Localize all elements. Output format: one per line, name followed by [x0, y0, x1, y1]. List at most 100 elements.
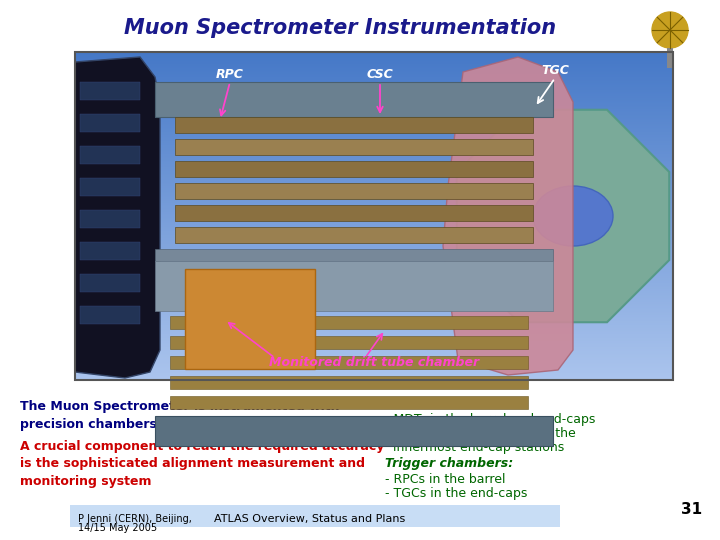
- Bar: [75, 300, 673, 301]
- Bar: [75, 258, 673, 259]
- Bar: [75, 297, 673, 298]
- Bar: [75, 331, 673, 332]
- Text: - TGCs in the end-caps: - TGCs in the end-caps: [385, 487, 527, 500]
- Bar: [170, 376, 528, 389]
- Bar: [75, 335, 673, 336]
- Bar: [75, 249, 673, 250]
- Bar: [75, 57, 673, 58]
- Bar: [75, 222, 673, 223]
- Bar: [75, 315, 673, 316]
- Bar: [75, 360, 673, 361]
- Bar: [75, 347, 673, 348]
- Text: RPC: RPC: [216, 68, 244, 80]
- Bar: [75, 295, 673, 296]
- Bar: [75, 140, 673, 141]
- Bar: [75, 363, 673, 364]
- Bar: [75, 207, 673, 208]
- Bar: [75, 105, 673, 106]
- Bar: [75, 117, 673, 118]
- Bar: [75, 232, 673, 233]
- Bar: [75, 319, 673, 320]
- Bar: [75, 84, 673, 85]
- Bar: [75, 355, 673, 356]
- Bar: [75, 198, 673, 199]
- Bar: [75, 322, 673, 323]
- Bar: [75, 318, 673, 319]
- Bar: [75, 64, 673, 65]
- Bar: [75, 168, 673, 169]
- Bar: [75, 245, 673, 246]
- Bar: [75, 248, 673, 249]
- Bar: [75, 239, 673, 240]
- Bar: [75, 277, 673, 278]
- Bar: [75, 368, 673, 369]
- Bar: [75, 340, 673, 341]
- Bar: [75, 109, 673, 110]
- Bar: [75, 261, 673, 262]
- Text: - CSCs at large rapidity for the: - CSCs at large rapidity for the: [385, 427, 576, 440]
- Bar: [75, 182, 673, 183]
- Bar: [75, 107, 673, 108]
- Bar: [75, 266, 673, 267]
- Bar: [75, 226, 673, 227]
- Bar: [75, 123, 673, 124]
- Bar: [75, 184, 673, 185]
- Bar: [75, 247, 673, 248]
- Bar: [75, 244, 673, 245]
- Text: P Jenni (CERN), Beijing,: P Jenni (CERN), Beijing,: [78, 514, 192, 524]
- Bar: [75, 75, 673, 76]
- Bar: [75, 254, 673, 255]
- Bar: [75, 306, 673, 307]
- Bar: [75, 65, 673, 66]
- Bar: [75, 290, 673, 291]
- Bar: [75, 298, 673, 299]
- Bar: [75, 190, 673, 191]
- Bar: [155, 261, 553, 311]
- Bar: [75, 333, 673, 334]
- Bar: [75, 134, 673, 135]
- Bar: [75, 76, 673, 77]
- Bar: [75, 325, 673, 326]
- Bar: [75, 372, 673, 373]
- Bar: [75, 146, 673, 147]
- Bar: [75, 181, 673, 182]
- Bar: [75, 56, 673, 57]
- Bar: [75, 210, 673, 211]
- Bar: [75, 104, 673, 105]
- Bar: [75, 217, 673, 218]
- Bar: [75, 145, 673, 146]
- Bar: [75, 311, 673, 312]
- Bar: [75, 97, 673, 98]
- Bar: [75, 365, 673, 366]
- Bar: [75, 200, 673, 201]
- Bar: [75, 133, 673, 134]
- Bar: [75, 114, 673, 115]
- Bar: [75, 166, 673, 167]
- Bar: [75, 351, 673, 352]
- Bar: [75, 118, 673, 119]
- Bar: [75, 77, 673, 78]
- Bar: [75, 225, 673, 226]
- Bar: [75, 349, 673, 350]
- Bar: [75, 284, 673, 285]
- Bar: [75, 100, 673, 101]
- Bar: [155, 416, 553, 446]
- Bar: [75, 346, 673, 347]
- Bar: [80, 178, 140, 196]
- Bar: [75, 206, 673, 207]
- Bar: [75, 352, 673, 353]
- Bar: [75, 289, 673, 290]
- Bar: [75, 162, 673, 163]
- Bar: [75, 270, 673, 271]
- Bar: [75, 172, 673, 173]
- Bar: [75, 209, 673, 210]
- Bar: [75, 243, 673, 244]
- Bar: [75, 336, 673, 337]
- Bar: [75, 359, 673, 360]
- Bar: [75, 143, 673, 144]
- Bar: [75, 235, 673, 236]
- Bar: [75, 110, 673, 111]
- Bar: [75, 102, 673, 103]
- Bar: [75, 373, 673, 374]
- Bar: [75, 192, 673, 193]
